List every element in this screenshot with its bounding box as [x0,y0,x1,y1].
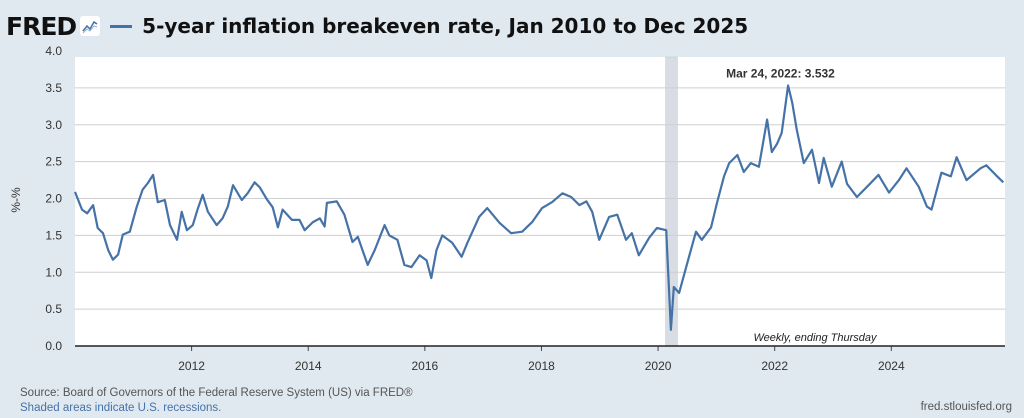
y-tick-label: 0.5 [45,302,62,316]
y-tick-label: 3.0 [45,118,62,132]
y-tick-label: 0.0 [45,339,62,353]
chart-trend-icon [80,16,101,36]
y-tick-label: 3.5 [45,81,62,95]
recessions-link[interactable]: Shaded areas indicate U.S. recessions. [20,402,222,414]
x-tick-label: 2020 [645,359,672,373]
recession-shade [665,56,678,347]
fred-logo[interactable]: FRED [6,11,77,41]
x-tick-label: 2016 [411,359,438,373]
y-axis-label: %-% [9,187,23,213]
x-tick-label: 2024 [878,359,905,373]
series-line [73,84,1005,331]
x-tick-label: 2014 [295,359,322,373]
peak-annotation: Mar 24, 2022: 3.532 [726,67,835,81]
x-tick-label: 2022 [761,359,788,373]
x-tick-label: 2018 [528,359,555,373]
y-tick-label: 2.5 [45,155,62,169]
y-tick-label: 1.0 [45,265,62,279]
y-tick-label: 2.0 [45,192,62,206]
plot-area [75,57,1005,346]
frequency-note: Weekly, ending Thursday [753,332,878,344]
chart-title: 5-year inflation breakeven rate, Jan 201… [142,14,749,38]
legend-series-swatch [110,24,133,28]
source-text: Source: Board of Governors of the Federa… [20,387,413,399]
footer-source: Source: Board of Governors of the Federa… [20,386,413,416]
x-tick-label: 2012 [178,359,205,373]
y-tick-label: 4.0 [45,44,62,58]
y-tick-label: 1.5 [45,228,62,242]
site-url[interactable]: fred.stlouisfed.org [920,401,1012,413]
chart-header: FRED 5-year inflation breakeven rate, Ja… [6,6,748,46]
